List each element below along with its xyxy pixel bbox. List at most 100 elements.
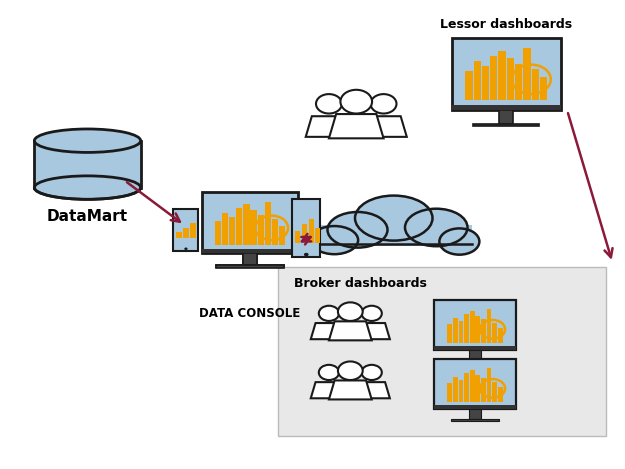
Polygon shape xyxy=(215,221,221,245)
Polygon shape xyxy=(354,382,390,398)
Polygon shape xyxy=(532,69,539,100)
Polygon shape xyxy=(434,346,516,349)
Polygon shape xyxy=(498,387,502,402)
Circle shape xyxy=(316,94,342,113)
Polygon shape xyxy=(464,373,469,402)
Circle shape xyxy=(341,90,372,113)
Polygon shape xyxy=(487,309,491,343)
Polygon shape xyxy=(329,380,372,400)
Ellipse shape xyxy=(34,176,141,199)
Polygon shape xyxy=(306,116,352,137)
Polygon shape xyxy=(507,59,514,100)
Circle shape xyxy=(371,94,396,113)
Polygon shape xyxy=(469,409,481,419)
Polygon shape xyxy=(361,116,407,137)
Polygon shape xyxy=(201,192,299,253)
Polygon shape xyxy=(279,226,285,245)
Polygon shape xyxy=(243,204,249,245)
Polygon shape xyxy=(474,123,539,127)
Polygon shape xyxy=(490,56,498,100)
Text: DataMart: DataMart xyxy=(47,209,128,224)
Ellipse shape xyxy=(328,212,388,248)
Polygon shape xyxy=(174,209,199,251)
Polygon shape xyxy=(482,66,489,100)
Polygon shape xyxy=(264,202,271,245)
Ellipse shape xyxy=(439,228,479,255)
Polygon shape xyxy=(459,380,463,402)
Polygon shape xyxy=(470,370,474,402)
Polygon shape xyxy=(329,114,384,138)
Polygon shape xyxy=(492,323,497,343)
Polygon shape xyxy=(216,265,284,267)
Polygon shape xyxy=(459,321,463,343)
Circle shape xyxy=(338,362,362,380)
Polygon shape xyxy=(466,71,472,100)
Polygon shape xyxy=(229,217,236,245)
Polygon shape xyxy=(451,38,561,111)
Polygon shape xyxy=(320,225,472,246)
Circle shape xyxy=(338,303,362,321)
Polygon shape xyxy=(243,253,257,265)
Polygon shape xyxy=(498,328,502,343)
Polygon shape xyxy=(515,64,522,100)
Polygon shape xyxy=(434,359,516,409)
Polygon shape xyxy=(184,228,189,238)
Polygon shape xyxy=(201,249,299,253)
Polygon shape xyxy=(481,378,486,402)
Polygon shape xyxy=(492,382,497,402)
Polygon shape xyxy=(448,325,452,343)
Polygon shape xyxy=(311,323,347,339)
Circle shape xyxy=(361,365,382,380)
Circle shape xyxy=(319,306,339,321)
Polygon shape xyxy=(451,359,499,362)
Polygon shape xyxy=(487,368,491,402)
Text: Lessor dashboards: Lessor dashboards xyxy=(440,18,572,30)
Polygon shape xyxy=(523,48,531,100)
Polygon shape xyxy=(481,319,486,343)
Polygon shape xyxy=(222,212,228,245)
Polygon shape xyxy=(191,223,196,238)
Polygon shape xyxy=(453,377,458,402)
Polygon shape xyxy=(448,384,452,402)
Polygon shape xyxy=(243,253,257,265)
Polygon shape xyxy=(470,311,474,343)
Polygon shape xyxy=(251,211,257,245)
Polygon shape xyxy=(474,61,481,100)
Circle shape xyxy=(184,248,188,250)
Polygon shape xyxy=(451,419,499,421)
Polygon shape xyxy=(469,349,481,359)
Text: Broker dashboards: Broker dashboards xyxy=(294,277,427,290)
Polygon shape xyxy=(451,106,561,111)
Circle shape xyxy=(361,306,382,321)
Polygon shape xyxy=(302,224,307,243)
Ellipse shape xyxy=(311,226,358,254)
Polygon shape xyxy=(329,321,372,340)
Polygon shape xyxy=(499,111,513,123)
Ellipse shape xyxy=(355,196,432,241)
Polygon shape xyxy=(434,405,516,409)
Circle shape xyxy=(319,365,339,380)
Polygon shape xyxy=(34,141,141,188)
Polygon shape xyxy=(176,232,182,238)
Circle shape xyxy=(304,253,309,256)
Polygon shape xyxy=(309,219,314,243)
Polygon shape xyxy=(315,227,321,243)
FancyBboxPatch shape xyxy=(278,267,606,436)
Polygon shape xyxy=(453,318,458,343)
Polygon shape xyxy=(476,316,480,343)
Polygon shape xyxy=(434,301,516,349)
Polygon shape xyxy=(476,375,480,402)
Polygon shape xyxy=(354,323,390,339)
Text: DATA CONSOLE: DATA CONSOLE xyxy=(199,307,301,320)
Polygon shape xyxy=(321,225,471,243)
Polygon shape xyxy=(295,231,300,243)
Polygon shape xyxy=(499,51,506,100)
Polygon shape xyxy=(292,199,321,257)
Polygon shape xyxy=(216,265,284,268)
Ellipse shape xyxy=(34,129,141,152)
Polygon shape xyxy=(272,219,278,245)
Ellipse shape xyxy=(405,209,468,246)
Polygon shape xyxy=(311,382,347,398)
Polygon shape xyxy=(464,314,469,343)
Polygon shape xyxy=(258,215,264,245)
